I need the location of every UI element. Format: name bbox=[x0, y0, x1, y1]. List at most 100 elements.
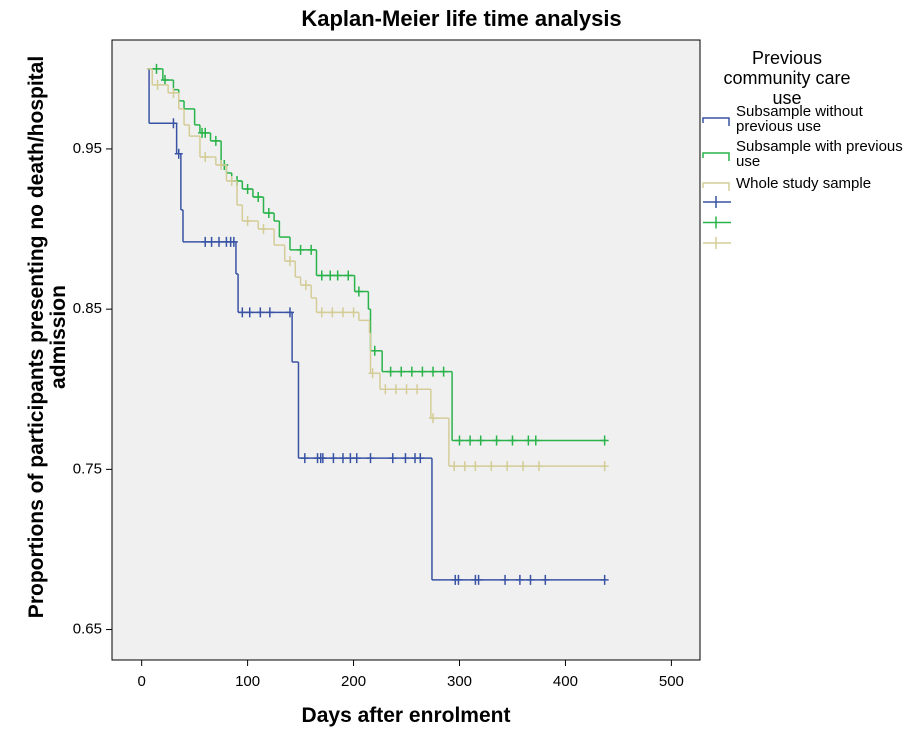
censor-mark bbox=[397, 366, 406, 377]
censor-mark bbox=[450, 461, 459, 472]
censor-mark bbox=[338, 453, 347, 464]
x-tick-label: 200 bbox=[341, 673, 366, 690]
censor-mark bbox=[402, 384, 411, 395]
censor-mark bbox=[600, 461, 609, 472]
censor-mark bbox=[307, 244, 316, 255]
legend-censor-symbol bbox=[703, 216, 731, 229]
censor-mark bbox=[217, 159, 226, 170]
censor-mark bbox=[169, 118, 178, 129]
censor-mark bbox=[338, 307, 347, 318]
censor-mark bbox=[386, 366, 395, 377]
censor-mark bbox=[285, 256, 294, 267]
censor-mark bbox=[227, 175, 236, 186]
censor-mark bbox=[503, 461, 512, 472]
legend-label: Whole study sample bbox=[736, 175, 872, 192]
censor-mark bbox=[296, 244, 305, 255]
censor-mark bbox=[519, 461, 528, 472]
censor-mark bbox=[333, 270, 342, 281]
censor-mark bbox=[455, 435, 464, 446]
censor-mark bbox=[328, 307, 337, 318]
censor-mark bbox=[460, 461, 469, 472]
censor-mark bbox=[487, 461, 496, 472]
censor-mark bbox=[318, 453, 327, 464]
censor-mark bbox=[531, 435, 540, 446]
censor-mark bbox=[474, 574, 483, 585]
y-tick-label: 0.95 bbox=[73, 140, 102, 157]
plot-area bbox=[111, 39, 701, 661]
y-tick-label: 0.85 bbox=[73, 300, 102, 317]
censor-mark bbox=[201, 127, 210, 138]
censor-mark bbox=[370, 345, 379, 356]
legend-label: Subsample without previous use bbox=[736, 103, 863, 135]
censor-mark bbox=[354, 286, 363, 297]
censor-mark bbox=[388, 453, 397, 464]
censor-mark bbox=[201, 151, 210, 162]
censor-mark bbox=[349, 307, 358, 318]
censor-mark bbox=[600, 574, 609, 585]
censor-mark bbox=[229, 236, 238, 247]
censor-mark bbox=[418, 366, 427, 377]
censor-mark bbox=[429, 413, 438, 424]
censor-mark bbox=[326, 270, 335, 281]
y-tick-label: 0.75 bbox=[73, 460, 102, 477]
censor-mark bbox=[256, 307, 265, 318]
censor-mark bbox=[413, 384, 422, 395]
censor-mark bbox=[534, 461, 543, 472]
legend-symbol bbox=[702, 152, 730, 161]
censor-mark bbox=[368, 368, 377, 379]
censor-mark bbox=[254, 192, 263, 203]
censor-mark bbox=[160, 75, 169, 86]
censor-mark bbox=[152, 63, 161, 74]
censor-mark bbox=[317, 270, 326, 281]
legend-label: Subsample with previous use bbox=[736, 138, 903, 170]
x-axis-label: Days after enrolment bbox=[301, 704, 511, 727]
censor-mark bbox=[401, 453, 410, 464]
legend-censor-symbol bbox=[703, 196, 731, 208]
legend-symbol bbox=[702, 182, 730, 191]
censor-mark bbox=[526, 574, 535, 585]
censor-mark bbox=[211, 135, 220, 146]
censor-mark bbox=[471, 461, 480, 472]
censor-mark bbox=[264, 208, 273, 219]
censor-mark bbox=[439, 366, 448, 377]
censor-mark bbox=[215, 236, 224, 247]
x-tick-label: 500 bbox=[659, 673, 684, 690]
censor-mark bbox=[407, 366, 416, 377]
censor-mark bbox=[429, 366, 438, 377]
censor-mark bbox=[285, 307, 294, 318]
legend-censor-symbol bbox=[703, 237, 731, 249]
censor-mark bbox=[476, 435, 485, 446]
censor-mark bbox=[243, 183, 252, 194]
censor-mark bbox=[245, 307, 254, 318]
censor-mark bbox=[265, 307, 274, 318]
censor-mark bbox=[317, 307, 326, 318]
censor-mark bbox=[344, 270, 353, 281]
censor-mark bbox=[524, 435, 533, 446]
censor-mark bbox=[515, 574, 524, 585]
censor-mark bbox=[153, 79, 162, 90]
censor-mark bbox=[366, 453, 375, 464]
censor-mark bbox=[169, 87, 178, 98]
censor-mark bbox=[352, 453, 361, 464]
censor-mark bbox=[508, 435, 517, 446]
y-axis-label: Proportions of participants presenting n… bbox=[25, 55, 70, 619]
x-tick-label: 100 bbox=[235, 673, 260, 690]
censor-mark bbox=[238, 307, 247, 318]
censor-mark bbox=[492, 435, 501, 446]
censor-mark bbox=[501, 574, 510, 585]
x-tick-label: 400 bbox=[553, 673, 578, 690]
x-tick-label: 300 bbox=[447, 673, 472, 690]
y-tick-label: 0.65 bbox=[73, 621, 102, 638]
censor-mark bbox=[454, 574, 463, 585]
censor-mark bbox=[381, 384, 390, 395]
censor-mark bbox=[329, 453, 338, 464]
censor-mark bbox=[300, 453, 309, 464]
legend-title: Previous community care use bbox=[723, 48, 851, 108]
chart-title: Kaplan-Meier life time analysis bbox=[301, 6, 622, 31]
censor-mark bbox=[541, 574, 550, 585]
legend-symbol bbox=[702, 117, 730, 126]
censor-mark bbox=[600, 435, 609, 446]
censor-mark bbox=[466, 435, 475, 446]
